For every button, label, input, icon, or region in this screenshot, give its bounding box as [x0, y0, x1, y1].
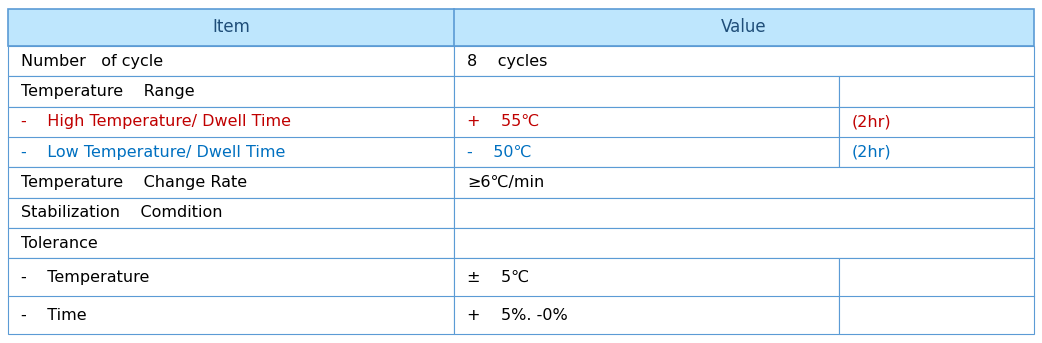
Text: ≥6℃/min: ≥6℃/min	[467, 175, 544, 190]
Bar	[8, 107, 454, 167]
Text: (2hr): (2hr)	[851, 145, 891, 159]
Bar	[839, 107, 1034, 167]
Text: Temperature    Change Rate: Temperature Change Rate	[21, 175, 247, 190]
Text: 8    cycles: 8 cycles	[467, 54, 547, 69]
Bar	[8, 198, 454, 228]
Bar	[454, 258, 839, 334]
Text: Temperature    Range: Temperature Range	[21, 84, 195, 99]
Text: ±    5℃: ± 5℃	[467, 270, 529, 285]
Bar	[8, 76, 454, 107]
Bar	[454, 76, 839, 107]
Text: Stabilization    Comdition: Stabilization Comdition	[21, 205, 222, 220]
Text: -    Time: - Time	[21, 308, 86, 323]
Bar	[454, 167, 1034, 198]
Bar	[8, 46, 454, 76]
Text: Tolerance: Tolerance	[21, 236, 98, 250]
Text: -    Temperature: - Temperature	[21, 270, 149, 285]
Bar	[8, 228, 454, 258]
Bar	[8, 258, 454, 334]
Text: +    5%. -0%: + 5%. -0%	[467, 308, 568, 323]
Text: -    High Temperature/ Dwell Time: - High Temperature/ Dwell Time	[21, 114, 291, 129]
Text: Value: Value	[721, 18, 767, 36]
Text: +    55℃: + 55℃	[467, 114, 539, 129]
Text: -    Low Temperature/ Dwell Time: - Low Temperature/ Dwell Time	[21, 145, 286, 159]
Bar	[454, 46, 1034, 76]
Text: (2hr): (2hr)	[851, 114, 891, 129]
Bar	[454, 198, 1034, 228]
Bar	[839, 258, 1034, 334]
Bar	[8, 167, 454, 198]
Bar	[454, 107, 839, 167]
Text: -    50℃: - 50℃	[467, 145, 531, 159]
Text: Item: Item	[213, 18, 250, 36]
Text: Number   of cycle: Number of cycle	[21, 54, 163, 69]
Bar	[8, 9, 1034, 46]
Bar	[454, 228, 1034, 258]
Bar	[839, 76, 1034, 107]
